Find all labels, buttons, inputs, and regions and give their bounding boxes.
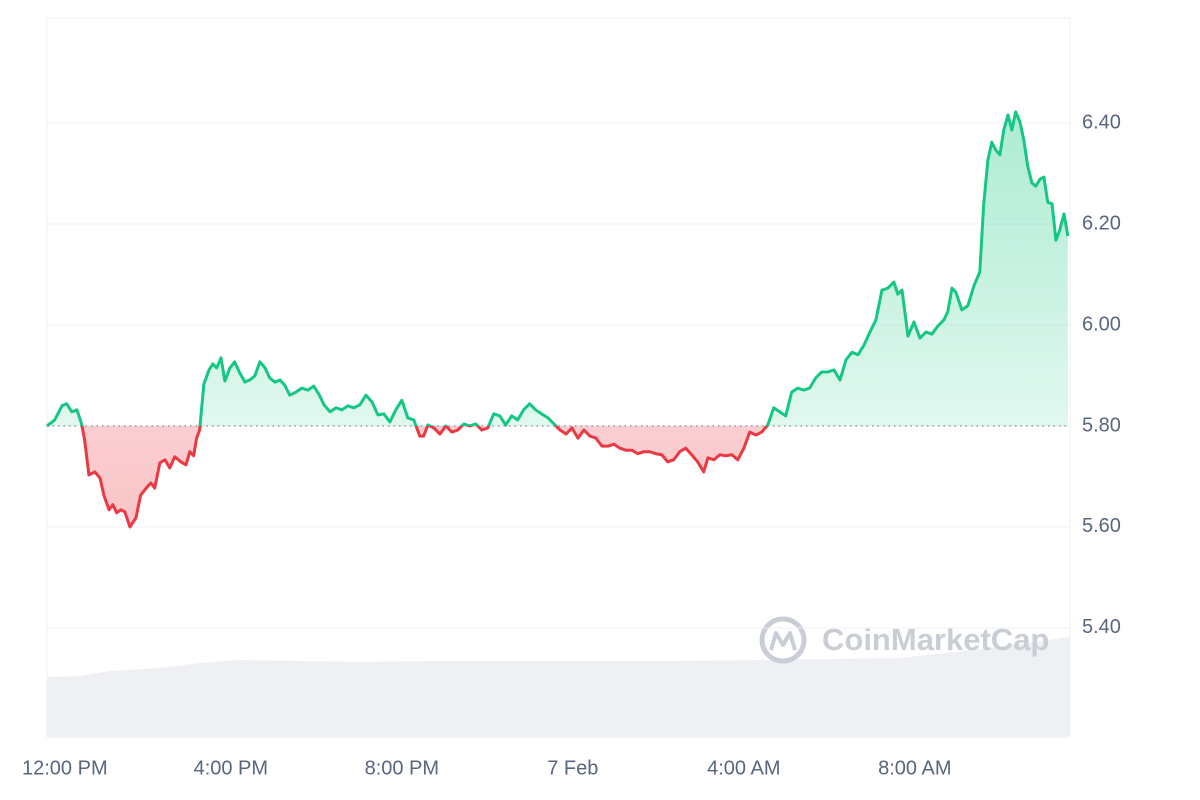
y-tick-label: 5.80 <box>1082 414 1121 436</box>
y-tick-label: 5.40 <box>1082 616 1121 638</box>
price-line-down <box>46 425 769 529</box>
x-tick-label: 4:00 PM <box>194 757 268 779</box>
watermark: CoinMarketCap <box>822 622 1049 657</box>
x-tick-label: 8:00 PM <box>365 757 439 779</box>
x-tick-label: 12:00 PM <box>22 757 108 779</box>
watermark-logo <box>759 616 807 664</box>
x-tick-label: 7 Feb <box>547 757 598 779</box>
y-tick-label: 6.40 <box>1082 111 1121 133</box>
x-tick-label: 4:00 AM <box>707 757 780 779</box>
area-up <box>47 111 1068 426</box>
x-tick-label: 8:00 AM <box>878 757 951 779</box>
area-down <box>47 425 1068 527</box>
y-tick-label: 5.60 <box>1082 515 1121 537</box>
volume-area <box>47 637 1070 737</box>
price-line-up <box>46 110 1070 426</box>
y-tick-label: 6.20 <box>1082 212 1121 234</box>
y-tick-label: 6.00 <box>1082 313 1121 335</box>
